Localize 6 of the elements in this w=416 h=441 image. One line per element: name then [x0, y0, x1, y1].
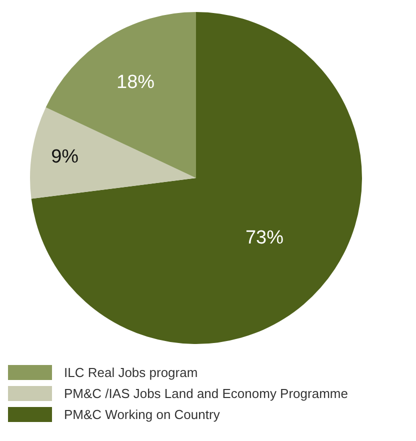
- legend-label: PM&C /IAS Jobs Land and Economy Programme: [64, 386, 348, 401]
- data-label: 18%: [116, 72, 155, 93]
- data-label: 73%: [245, 228, 284, 249]
- legend-label: PM&C Working on Country: [64, 407, 220, 422]
- legend-label: ILC Real Jobs program: [64, 365, 198, 380]
- data-label: 9%: [51, 146, 79, 168]
